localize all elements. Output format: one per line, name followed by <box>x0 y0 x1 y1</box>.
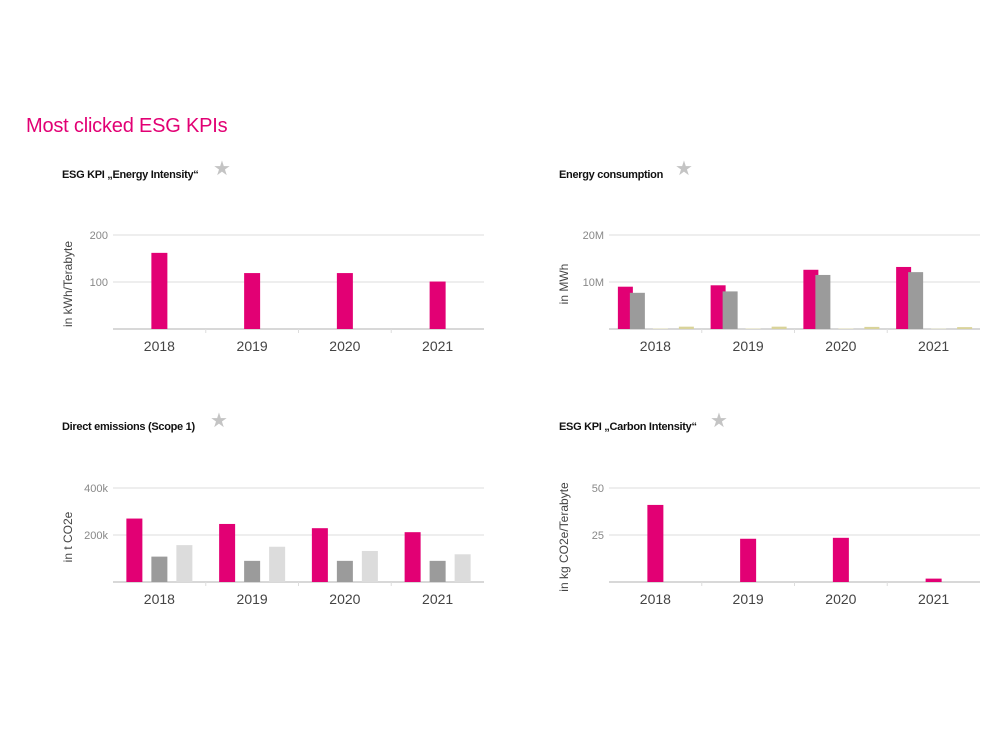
bar-2021-series-2 <box>908 272 924 329</box>
chart-title-energy-intensity: ESG KPI „Energy Intensity“ <box>62 169 199 181</box>
bar-2021-series-1 <box>429 281 446 329</box>
bar-2018-series-2 <box>629 292 645 329</box>
x-tick-label: 2021 <box>422 591 453 607</box>
star-icon[interactable]: ★ <box>210 410 228 432</box>
y-tick-label: 25 <box>592 530 604 542</box>
chart-title-carbon-intensity: ESG KPI „Carbon Intensity“ <box>559 421 697 433</box>
bar-2020-series-3 <box>838 328 854 329</box>
x-tick-label: 2018 <box>640 338 671 354</box>
y-tick-label: 20M <box>583 230 604 242</box>
x-tick-label: 2019 <box>237 591 268 607</box>
x-tick-label: 2019 <box>237 338 268 354</box>
bar-2021-series-4 <box>957 327 973 329</box>
x-tick-label: 2020 <box>825 591 856 607</box>
bar-2019-series-1 <box>740 538 757 582</box>
bar-2019-series-3 <box>269 546 286 582</box>
x-tick-label: 2018 <box>144 338 175 354</box>
x-tick-label: 2019 <box>733 338 764 354</box>
page-title: Most clicked ESG KPIs <box>26 115 228 137</box>
chart-title-direct-emissions: Direct emissions (Scope 1) <box>62 421 195 433</box>
y-tick-label: 400k <box>84 483 108 495</box>
y-tick-label: 100 <box>90 277 108 289</box>
x-tick-label: 2020 <box>329 591 360 607</box>
bar-2019-series-1 <box>219 523 236 582</box>
x-tick-label: 2018 <box>640 591 671 607</box>
y-tick-label: 10M <box>583 277 604 289</box>
bar-2021-series-1 <box>896 266 912 329</box>
x-tick-label: 2019 <box>733 591 764 607</box>
bar-2020-series-1 <box>832 537 849 582</box>
bar-2019-series-2 <box>244 560 261 582</box>
x-tick-label: 2021 <box>422 338 453 354</box>
bar-2019-series-2 <box>722 291 738 329</box>
x-tick-label: 2021 <box>918 591 949 607</box>
y-axis-label: in t CO2e <box>61 511 75 562</box>
bar-2019-series-3 <box>745 328 761 329</box>
y-axis-label: in MWh <box>557 264 571 305</box>
star-icon[interactable]: ★ <box>213 158 231 180</box>
chart-energy-intensity: 100 200 in kWh/Terabyte 2018 2019 2020 2021 <box>61 230 484 354</box>
bar-2018-series-1 <box>647 504 664 582</box>
bar-2020-series-2 <box>815 274 831 329</box>
bar-2020-series-1 <box>803 269 819 329</box>
bar-2018-series-3 <box>652 328 668 329</box>
chart-energy-consumption: 10M 20M in MWh 2018 2019 2020 2021 <box>557 230 980 354</box>
bar-2020-series-3 <box>361 550 378 582</box>
bar-2018-series-1 <box>126 518 143 582</box>
x-tick-label: 2020 <box>329 338 360 354</box>
bar-2018-series-1 <box>151 252 168 329</box>
x-tick-label: 2020 <box>825 338 856 354</box>
bar-2019-series-1 <box>710 285 726 329</box>
bar-2021-series-3 <box>454 554 471 582</box>
bar-2020-series-1 <box>311 528 328 582</box>
chart-carbon-intensity: 25 50 in kg CO2e/Terabyte 2018 2019 2020 2021 <box>557 482 980 607</box>
y-axis-label: in kWh/Terabyte <box>61 241 75 327</box>
bar-2019-series-1 <box>244 273 261 329</box>
bar-2020-series-1 <box>336 273 353 329</box>
star-icon[interactable]: ★ <box>710 410 728 432</box>
bar-2018-series-3 <box>176 545 193 582</box>
y-tick-label: 200 <box>90 230 108 242</box>
star-icon[interactable]: ★ <box>675 158 693 180</box>
bar-2020-series-4 <box>864 326 880 329</box>
bar-2021-series-1 <box>404 532 421 582</box>
x-tick-label: 2018 <box>144 591 175 607</box>
bar-2018-series-2 <box>151 556 168 582</box>
bar-2018-series-1 <box>617 286 633 329</box>
bar-2018-series-4 <box>678 326 694 329</box>
x-tick-label: 2021 <box>918 338 949 354</box>
bar-2020-series-2 <box>336 560 353 582</box>
y-axis-label: in kg CO2e/Terabyte <box>557 482 571 592</box>
y-tick-label: 50 <box>592 483 604 495</box>
bar-2021-series-1 <box>925 578 942 582</box>
bar-2021-series-2 <box>429 560 446 582</box>
chart-title-energy-consumption: Energy consumption <box>559 169 663 181</box>
y-tick-label: 200k <box>84 530 108 542</box>
chart-direct-emissions: 200k 400k in t CO2e 2018 2019 2020 2021 <box>61 483 484 607</box>
bar-2021-series-3 <box>931 328 947 330</box>
bar-2019-series-4 <box>771 326 787 329</box>
